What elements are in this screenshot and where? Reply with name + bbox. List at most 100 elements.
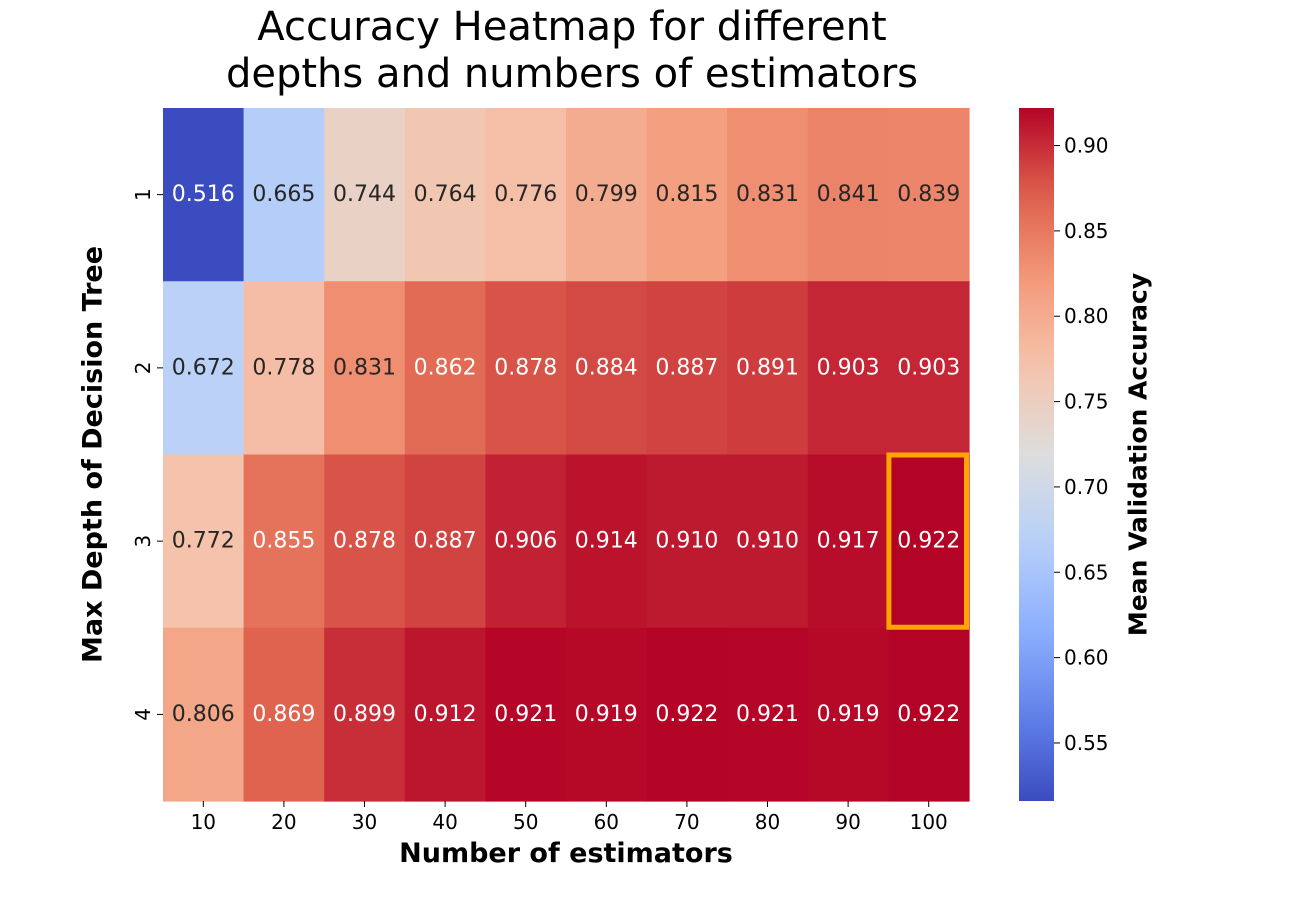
heatmap-cell bbox=[727, 454, 809, 629]
cell-value-label: 0.921 bbox=[736, 702, 799, 727]
cell-value-label: 0.922 bbox=[897, 702, 960, 727]
heatmap-cell bbox=[888, 454, 970, 629]
heatmap-cell bbox=[404, 454, 486, 629]
cell-value-label: 0.516 bbox=[172, 182, 235, 207]
cell-value-label: 0.772 bbox=[172, 529, 235, 554]
heatmap-cell bbox=[807, 627, 889, 802]
heatmap-cell bbox=[485, 281, 567, 456]
colorbar-tick-label: 0.60 bbox=[1064, 646, 1109, 670]
colorbar-tick-label: 0.90 bbox=[1064, 134, 1109, 158]
heatmap-cell bbox=[404, 108, 486, 282]
heatmap-cell bbox=[485, 627, 567, 802]
colorbar bbox=[1019, 108, 1054, 801]
cell-value-label: 0.884 bbox=[575, 355, 638, 380]
heatmap-cell bbox=[888, 108, 970, 282]
x-tick-label: 100 bbox=[910, 810, 948, 834]
x-tick-label: 90 bbox=[835, 810, 860, 834]
best-cell-highlight bbox=[886, 452, 970, 630]
cell-value-label: 0.906 bbox=[494, 529, 557, 554]
heatmap-cell bbox=[324, 281, 406, 456]
heatmap-cell bbox=[888, 627, 970, 802]
cell-value-label: 0.899 bbox=[333, 702, 396, 727]
heatmap-cell bbox=[163, 108, 245, 282]
cell-value-label: 0.891 bbox=[736, 355, 799, 380]
heatmap-cell bbox=[243, 627, 325, 802]
cell-value-label: 0.922 bbox=[897, 529, 960, 554]
cell-value-label: 0.776 bbox=[494, 182, 557, 207]
heatmap-cell bbox=[163, 627, 245, 802]
cell-value-label: 0.862 bbox=[414, 355, 477, 380]
x-tick-label: 70 bbox=[674, 810, 699, 834]
cell-value-label: 0.887 bbox=[414, 529, 477, 554]
heatmap-cell bbox=[243, 108, 325, 282]
cell-value-label: 0.887 bbox=[655, 355, 718, 380]
cell-value-label: 0.919 bbox=[575, 702, 638, 727]
cell-value-label: 0.839 bbox=[897, 182, 960, 207]
cell-value-label: 0.778 bbox=[252, 355, 315, 380]
colorbar-tick-label: 0.55 bbox=[1064, 731, 1109, 755]
colorbar-tick-label: 0.80 bbox=[1064, 304, 1109, 328]
x-tick-label: 20 bbox=[271, 810, 296, 834]
x-tick-label: 50 bbox=[513, 810, 538, 834]
cell-value-label: 0.914 bbox=[575, 529, 638, 554]
cell-value-label: 0.878 bbox=[333, 529, 396, 554]
heatmap-cell bbox=[646, 454, 728, 629]
cell-annotations: 0.516 0.665 0.744 0.764 0.776 0.799 0.815 0.831… bbox=[172, 182, 960, 727]
cell-value-label: 0.672 bbox=[172, 355, 235, 380]
y-axis-ticks: 1 2 3 4 bbox=[131, 188, 163, 721]
chart-title-line-1: Accuracy Heatmap for different bbox=[257, 4, 887, 50]
heatmap-cell bbox=[163, 281, 245, 456]
heatmap-cell bbox=[404, 627, 486, 802]
heatmap-cell bbox=[324, 627, 406, 802]
x-tick-label: 10 bbox=[191, 810, 216, 834]
cell-value-label: 0.806 bbox=[172, 702, 235, 727]
y-tick-label: 4 bbox=[131, 708, 155, 721]
heatmap-cell bbox=[807, 108, 889, 282]
x-tick-label: 40 bbox=[432, 810, 457, 834]
cell-value-label: 0.665 bbox=[252, 182, 315, 207]
cell-value-label: 0.878 bbox=[494, 355, 557, 380]
y-tick-label: 2 bbox=[131, 362, 155, 375]
cell-value-label: 0.910 bbox=[736, 529, 799, 554]
heatmap-cell bbox=[646, 108, 728, 282]
heatmap-cell bbox=[404, 281, 486, 456]
x-axis-label: Number of estimators bbox=[399, 838, 733, 869]
colorbar-tick-label: 0.65 bbox=[1064, 560, 1109, 584]
heatmap-cell bbox=[485, 108, 567, 282]
cell-value-label: 0.841 bbox=[817, 182, 880, 207]
cell-value-label: 0.855 bbox=[252, 529, 315, 554]
cell-value-label: 0.910 bbox=[655, 529, 718, 554]
heatmap-cell bbox=[485, 454, 567, 629]
cell-value-label: 0.764 bbox=[414, 182, 477, 207]
heatmap-cell bbox=[646, 281, 728, 456]
y-axis-label: Max Depth of Decision Tree bbox=[78, 246, 109, 663]
colorbar-tick-label: 0.75 bbox=[1064, 390, 1109, 414]
y-tick-label: 1 bbox=[131, 188, 155, 201]
cell-value-label: 0.917 bbox=[817, 529, 880, 554]
cell-value-label: 0.744 bbox=[333, 182, 396, 207]
cell-value-label: 0.831 bbox=[333, 355, 396, 380]
cell-value-label: 0.922 bbox=[655, 702, 718, 727]
x-tick-label: 60 bbox=[594, 810, 619, 834]
heatmap-cell bbox=[324, 108, 406, 282]
heatmap-cell bbox=[727, 281, 809, 456]
cell-value-label: 0.921 bbox=[494, 702, 557, 727]
heatmap-cell bbox=[324, 454, 406, 629]
cell-value-label: 0.912 bbox=[414, 702, 477, 727]
chart-title-line-2: depths and numbers of estimators bbox=[225, 51, 919, 97]
y-tick-label: 3 bbox=[131, 535, 155, 548]
heatmap-cell bbox=[566, 281, 648, 456]
cell-value-label: 0.831 bbox=[736, 182, 799, 207]
cell-value-label: 0.919 bbox=[817, 702, 880, 727]
colorbar-label: Mean Validation Accuracy bbox=[1124, 273, 1153, 636]
heatmap-cell bbox=[807, 454, 889, 629]
x-tick-label: 80 bbox=[755, 810, 780, 834]
heatmap-cells bbox=[163, 108, 970, 802]
colorbar-ticks: 0.55 0.60 0.65 0.70 0.75 0.80 0.85 0.90 bbox=[1054, 134, 1109, 755]
heatmap-cell bbox=[646, 627, 728, 802]
heatmap-cell bbox=[727, 108, 809, 282]
heatmap-cell bbox=[566, 108, 648, 282]
heatmap-cell bbox=[807, 281, 889, 456]
